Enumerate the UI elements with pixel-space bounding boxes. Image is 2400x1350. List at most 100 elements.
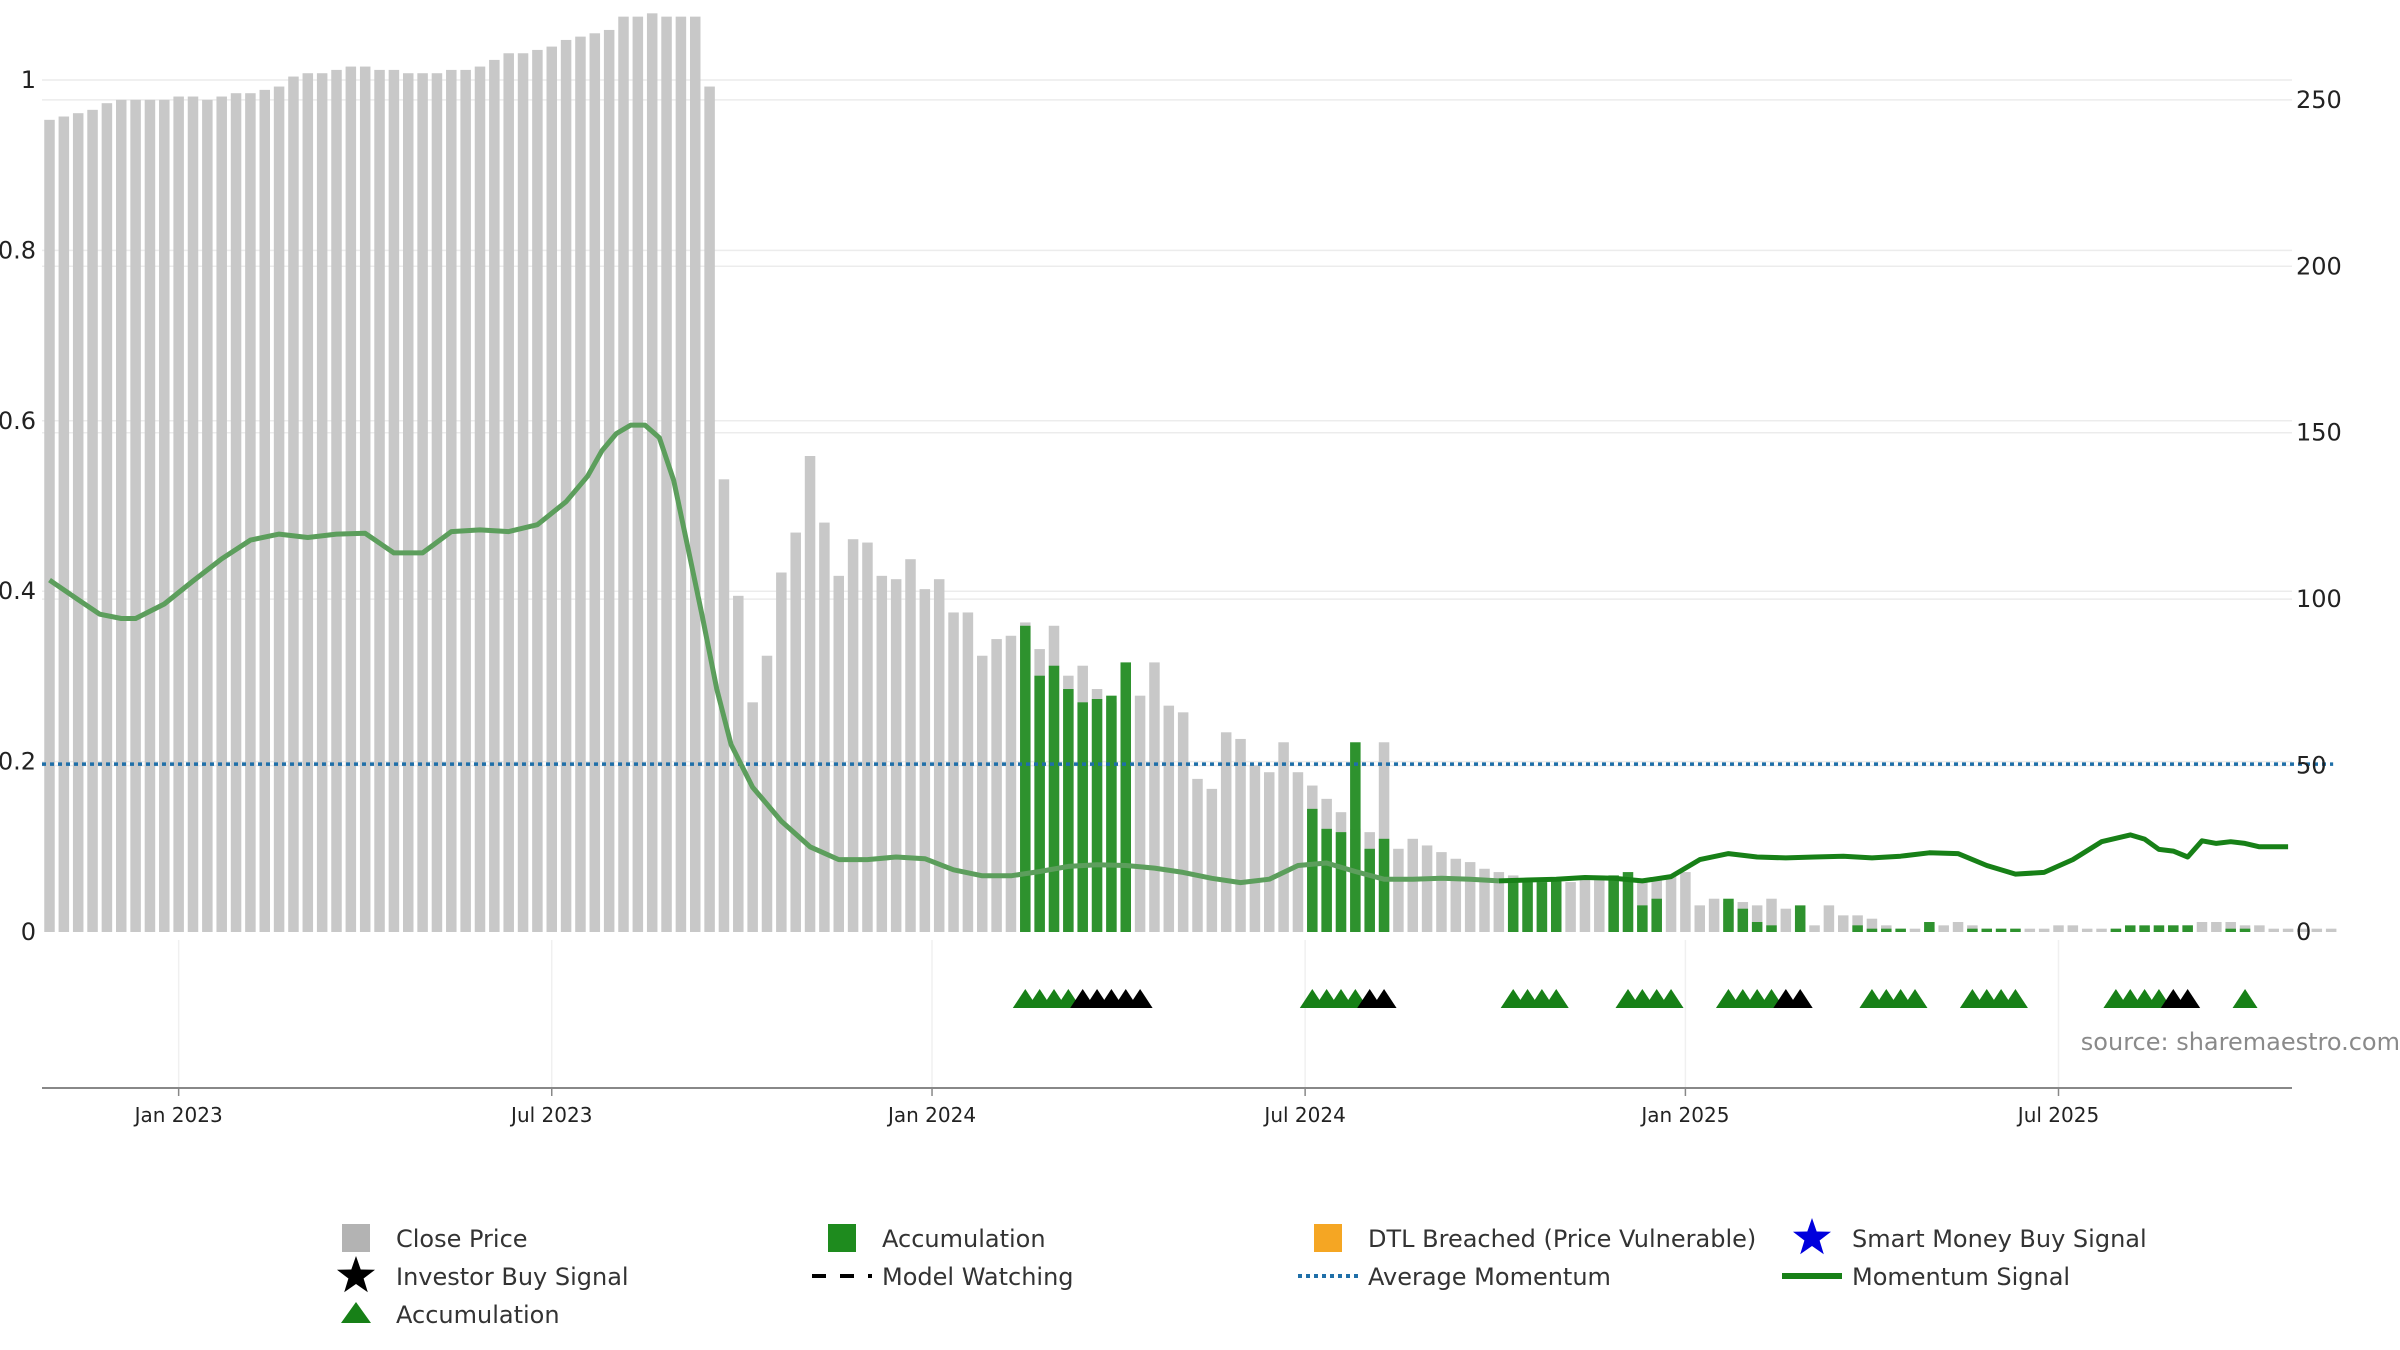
- momentum-line-faded: [48, 422, 1499, 886]
- close-price-bar: [2282, 928, 2294, 932]
- close-price-bar: [1436, 852, 1447, 932]
- left-tick-label: 0.6: [0, 407, 36, 435]
- investor-buy-marker: [1127, 989, 1153, 1008]
- close-price-bar: [1450, 858, 1462, 932]
- close-price-bar: [905, 559, 916, 932]
- accumulation-marker: [1543, 989, 1569, 1008]
- legend: Close Price Accumulation DTL Breached (Pri…: [337, 1218, 2147, 1329]
- legend-label: Average Momentum: [1368, 1263, 1611, 1291]
- close-price-bar: [2211, 922, 2222, 932]
- close-price-bar: [2297, 928, 2308, 932]
- close-price-bar: [1378, 742, 1390, 932]
- close-price-bar: [1149, 662, 1160, 932]
- close-price-bar: [804, 456, 816, 932]
- momentum-signal-line: [48, 422, 2289, 886]
- accumulation-bar: [2125, 925, 2136, 932]
- close-price-bar: [1909, 928, 1921, 932]
- accumulation-bar: [1536, 882, 1548, 932]
- close-price-bar: [1665, 875, 1677, 932]
- close-price-bar: [144, 99, 156, 933]
- x-tick-label: Jan 2023: [133, 1103, 223, 1127]
- close-price-bar: [2067, 925, 2079, 932]
- close-price-bar: [1780, 908, 1792, 932]
- left-tick-label: 0.2: [0, 748, 36, 776]
- close-price-bar: [819, 522, 830, 932]
- close-price-bar: [1838, 915, 1849, 932]
- close-price-bar: [646, 13, 658, 933]
- close-price-bar: [833, 575, 844, 932]
- close-price-bar: [159, 99, 170, 933]
- close-price-bar: [704, 86, 715, 933]
- close-price-bar: [359, 66, 371, 933]
- close-price-bar: [1751, 905, 1763, 932]
- accumulation-bar: [1852, 925, 1863, 932]
- close-price-bar: [474, 66, 486, 933]
- close-price-bar: [259, 89, 270, 932]
- legend-swatch-square: [1314, 1224, 1342, 1252]
- left-tick-label: 0.4: [0, 577, 36, 605]
- close-price-bar: [933, 579, 945, 932]
- legend-item: Model Watching: [812, 1263, 1074, 1291]
- legend-item: Accumulation: [341, 1301, 560, 1329]
- right-tick-label: 0: [2296, 918, 2311, 946]
- legend-label: DTL Breached (Price Vulnerable): [1368, 1225, 1756, 1253]
- x-tick-label: Jan 2025: [1639, 1103, 1729, 1127]
- investor-buy-marker: [1371, 989, 1397, 1008]
- close-price-bar: [446, 69, 457, 932]
- left-y-axis-ticks: 0 0.2 0.4 0.6 0.8 1: [0, 66, 36, 946]
- legend-item: Accumulation: [828, 1224, 1046, 1253]
- close-price-bar: [187, 96, 199, 933]
- close-price-bar: [560, 39, 572, 932]
- close-price-bar: [761, 655, 773, 932]
- close-price-bar: [948, 612, 959, 932]
- close-price-bar: [747, 702, 758, 932]
- accumulation-bar: [1120, 662, 1131, 932]
- right-tick-label: 50: [2296, 752, 2327, 780]
- close-price-bar: [517, 53, 529, 932]
- close-price-bar: [503, 53, 514, 932]
- close-price-bar: [675, 16, 687, 932]
- close-price-bar: [632, 16, 644, 932]
- close-price-bar: [790, 532, 801, 932]
- close-price-bar: [546, 46, 557, 933]
- close-price-bar: [101, 103, 113, 932]
- close-price-bar: [1694, 905, 1705, 932]
- accumulation-bar: [1321, 828, 1332, 932]
- close-price-bar: [1005, 635, 1017, 932]
- close-price-bar: [1866, 918, 1878, 932]
- right-tick-label: 100: [2296, 585, 2342, 613]
- close-price-bar: [1479, 868, 1490, 932]
- close-price-bar: [489, 59, 500, 932]
- close-price-bar: [962, 612, 974, 932]
- close-price-bar: [1177, 712, 1189, 932]
- right-tick-label: 150: [2296, 419, 2342, 447]
- legend-item: Average Momentum: [1298, 1263, 1611, 1291]
- accumulation-bar: [1077, 702, 1088, 932]
- legend-swatch-star: [1793, 1218, 1831, 1255]
- close-price-bar: [1407, 838, 1418, 932]
- close-price-bar: [72, 113, 84, 932]
- accumulation-bar: [1622, 872, 1634, 932]
- accumulation-marker: [2232, 989, 2258, 1008]
- legend-item: Momentum Signal: [1782, 1263, 2070, 1291]
- accumulation-bar: [1737, 908, 1749, 932]
- close-price-bar: [403, 73, 414, 932]
- close-price-bar: [44, 119, 55, 933]
- right-tick-label: 200: [2296, 252, 2342, 280]
- accumulation-bar: [1981, 928, 1992, 932]
- close-price-bar: [288, 76, 299, 933]
- close-price-bar: [2325, 928, 2337, 932]
- close-price-bar: [847, 539, 859, 932]
- accumulation-bar: [1866, 928, 1878, 932]
- close-price-bar: [245, 93, 256, 932]
- close-price-bar: [202, 99, 213, 933]
- legend-label: Accumulation: [396, 1301, 560, 1329]
- x-tick-label: Jul 2023: [509, 1103, 592, 1127]
- x-axis-ticks: Jan 2023 Jul 2023 Jan 2024 Jul 2024 Jan 2025…: [133, 1088, 2099, 1127]
- momentum-line: [1498, 832, 2289, 884]
- legend-label: Model Watching: [882, 1263, 1074, 1291]
- close-price-bar: [2239, 925, 2251, 932]
- x-tick-label: Jul 2025: [2016, 1103, 2099, 1127]
- close-price-bar: [1493, 872, 1505, 932]
